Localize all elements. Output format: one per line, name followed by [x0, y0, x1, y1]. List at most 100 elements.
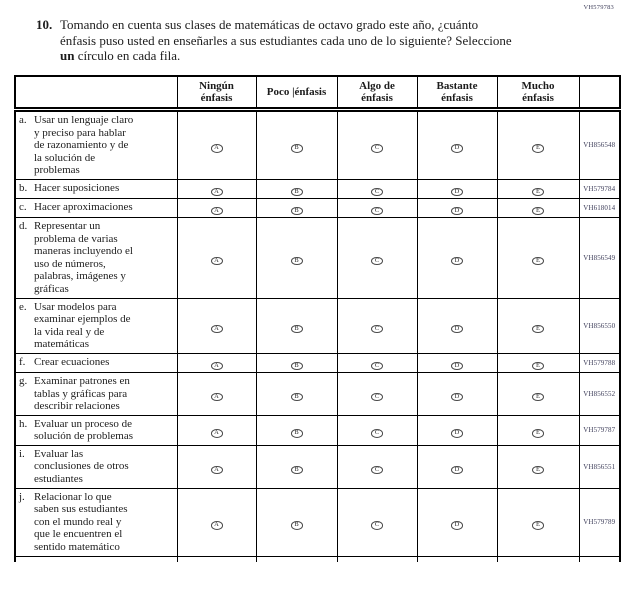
- answer-cell: B: [255, 352, 338, 373]
- bubble-letter: B: [294, 206, 299, 214]
- answer-bubble[interactable]: E: [532, 429, 544, 438]
- answer-bubble[interactable]: E: [532, 521, 544, 530]
- answer-bubble[interactable]: E: [532, 361, 544, 371]
- bubble-letter: B: [294, 324, 299, 332]
- item-text: Hacer aproximaciones: [34, 200, 133, 213]
- item-code: VH618014: [578, 197, 621, 218]
- answer-cell: E: [496, 371, 580, 416]
- answer-cell: D: [416, 197, 498, 218]
- answer-bubble[interactable]: B: [290, 144, 303, 153]
- answer-bubble[interactable]: A: [210, 144, 223, 153]
- answer-bubble[interactable]: A: [210, 465, 223, 475]
- answer-cell: E: [496, 109, 580, 180]
- answer-bubble[interactable]: D: [451, 324, 463, 334]
- answer-cell: A: [176, 216, 257, 299]
- form-code: VH579783: [583, 4, 614, 11]
- answer-cell: E: [496, 216, 580, 299]
- answer-cell: D: [416, 371, 498, 416]
- item-cell: d. Representar un problema de varias mane…: [14, 216, 178, 299]
- answer-bubble[interactable]: D: [451, 187, 463, 197]
- item-cell: f. Crear ecuaciones: [14, 352, 178, 373]
- answer-cell: D: [416, 352, 498, 373]
- table-row-f: f. Crear ecuaciones A B C D E VH579788: [14, 352, 621, 373]
- answer-bubble[interactable]: C: [371, 361, 383, 371]
- item-letter: c.: [19, 200, 27, 213]
- answer-cell: E: [496, 178, 580, 199]
- answer-bubble[interactable]: B: [290, 256, 303, 266]
- table-row-j: j. Relacionar lo que saben sus estudiante…: [14, 487, 621, 557]
- answer-bubble[interactable]: D: [451, 206, 463, 216]
- bubble-letter: D: [454, 187, 460, 195]
- answer-bubble[interactable]: D: [451, 429, 463, 438]
- answer-bubble[interactable]: E: [532, 144, 544, 153]
- answer-bubble[interactable]: A: [210, 521, 223, 530]
- item-text: Examinar patrones en tablas y gráficas p…: [34, 374, 130, 413]
- answer-bubble[interactable]: C: [371, 429, 383, 438]
- bubble-letter: C: [374, 256, 380, 264]
- answer-bubble[interactable]: B: [290, 465, 303, 475]
- answer-bubble[interactable]: D: [451, 521, 463, 530]
- answer-bubble[interactable]: B: [290, 324, 303, 334]
- answer-bubble[interactable]: C: [371, 521, 383, 530]
- bubble-letter: E: [536, 361, 540, 369]
- bubble-letter: A: [214, 144, 219, 152]
- answer-bubble[interactable]: B: [290, 361, 303, 371]
- answer-bubble[interactable]: E: [532, 206, 544, 216]
- answer-bubble[interactable]: B: [290, 521, 303, 530]
- header-row: Ningún énfasis Poco |énfasis Algo de énfas…: [14, 75, 621, 112]
- answer-bubble[interactable]: A: [210, 256, 223, 266]
- answer-bubble[interactable]: C: [371, 144, 383, 153]
- answer-bubble[interactable]: A: [210, 187, 223, 197]
- bubble-letter: E: [536, 429, 540, 437]
- answer-cell: B: [255, 197, 338, 218]
- bubble-letter: D: [454, 392, 460, 400]
- answer-bubble[interactable]: E: [532, 187, 544, 197]
- answer-cell: B: [255, 371, 338, 416]
- answer-bubble[interactable]: B: [290, 187, 303, 197]
- answer-bubble[interactable]: A: [210, 392, 223, 402]
- answer-bubble[interactable]: D: [451, 361, 463, 371]
- answer-bubble[interactable]: D: [451, 465, 463, 475]
- answer-bubble[interactable]: C: [371, 187, 383, 197]
- answer-bubble[interactable]: A: [210, 206, 223, 216]
- answer-bubble[interactable]: A: [210, 429, 223, 438]
- answer-bubble[interactable]: A: [210, 361, 223, 371]
- answer-bubble[interactable]: A: [210, 324, 223, 334]
- answer-cell: E: [496, 414, 580, 446]
- bubble-letter: A: [214, 324, 219, 332]
- answer-cell: B: [255, 414, 338, 446]
- answer-bubble[interactable]: E: [532, 465, 544, 475]
- bubble-letter: B: [294, 465, 299, 473]
- answer-cell: A: [176, 178, 257, 199]
- question: 10. Tomando en cuenta sus clases de mate…: [36, 17, 575, 64]
- answer-bubble[interactable]: C: [371, 256, 383, 266]
- answer-bubble[interactable]: C: [371, 206, 383, 216]
- table-row-a: a. Usar un lenguaje claro y preciso para …: [14, 109, 621, 180]
- item-code: VH856551: [578, 444, 621, 489]
- answer-bubble[interactable]: B: [290, 206, 303, 216]
- answer-cell: C: [336, 371, 418, 416]
- answer-bubble[interactable]: E: [532, 392, 544, 402]
- answer-bubble[interactable]: D: [451, 144, 463, 153]
- bubble-letter: A: [214, 256, 219, 264]
- bubble-letter: D: [454, 429, 460, 437]
- item-letter: g.: [19, 374, 28, 387]
- answer-cell: A: [176, 444, 257, 489]
- item-letter: f.: [19, 355, 26, 368]
- answer-bubble[interactable]: C: [371, 465, 383, 475]
- answer-bubble[interactable]: B: [290, 429, 303, 438]
- answer-bubble[interactable]: E: [532, 324, 544, 334]
- answer-bubble[interactable]: C: [371, 392, 383, 402]
- answer-bubble[interactable]: C: [371, 324, 383, 334]
- column-header-1: Poco |énfasis: [255, 75, 338, 112]
- answer-bubble[interactable]: B: [290, 392, 303, 402]
- answer-bubble[interactable]: D: [451, 392, 463, 402]
- table-row-h: h. Evaluar un proceso de solución de prob…: [14, 414, 621, 446]
- answer-cell: B: [255, 216, 338, 299]
- answer-bubble[interactable]: D: [451, 256, 463, 266]
- answer-cell: A: [176, 414, 257, 446]
- answer-cell: D: [416, 109, 498, 180]
- item-letter: a.: [19, 114, 27, 126]
- answer-bubble[interactable]: E: [532, 256, 544, 266]
- code-column-header: [578, 75, 621, 112]
